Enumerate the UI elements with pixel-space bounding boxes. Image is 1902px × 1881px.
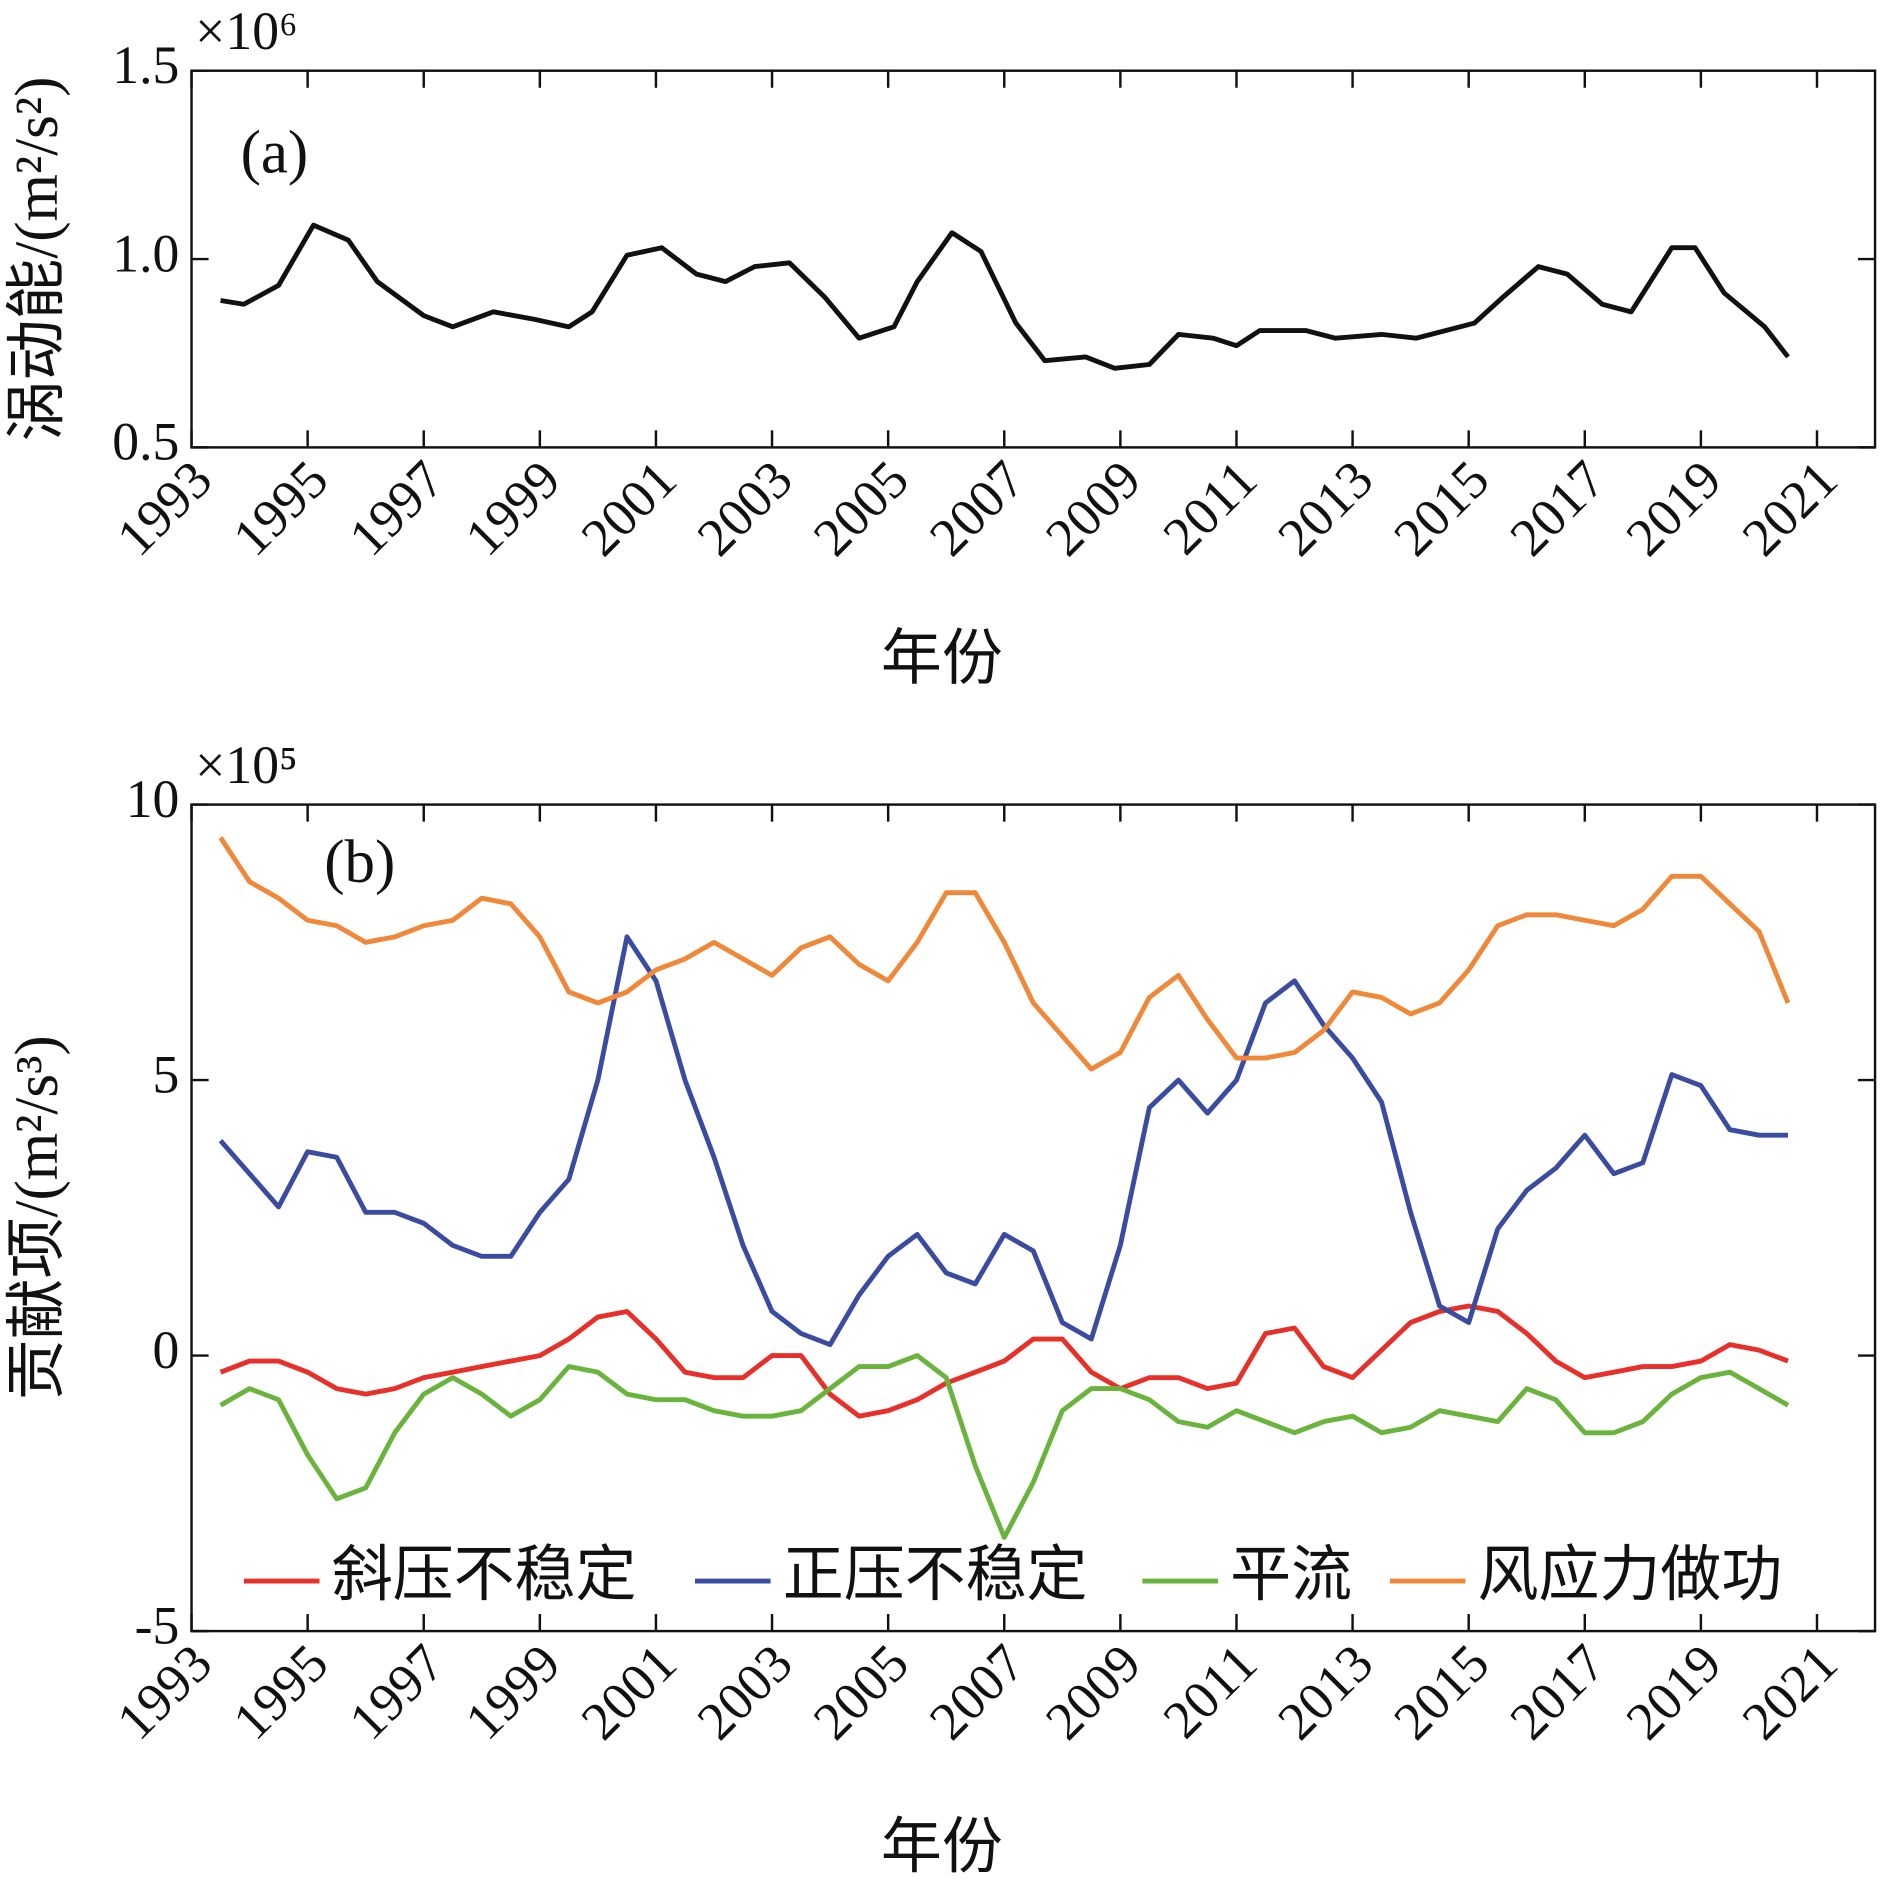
x-tick-label: 2019 — [1614, 449, 1732, 567]
series-line — [219, 1303, 1789, 1419]
x-tick-label: 2007 — [918, 449, 1036, 567]
x-tick-label: 2005 — [802, 1633, 920, 1751]
x-tick-label: 1993 — [105, 1633, 223, 1751]
x-tick-label: 2021 — [1731, 1633, 1849, 1751]
y-scale: ×10⁵ — [195, 735, 298, 795]
y-tick-label: 0.5 — [112, 412, 179, 472]
series-line — [218, 934, 1789, 1348]
x-tick-label: 1995 — [221, 1633, 339, 1751]
legend-label: 正压不稳定 — [783, 1542, 1088, 1609]
x-tick-label: 1997 — [337, 449, 455, 567]
x-tick-label: 2017 — [1498, 1633, 1616, 1751]
x-tick-label: 2003 — [686, 449, 804, 567]
x-tick-label: 2011 — [1151, 1633, 1268, 1750]
y-tick-label: 10 — [126, 769, 180, 829]
panel-label: (a) — [241, 119, 309, 186]
x-tick-label: 2013 — [1266, 449, 1384, 567]
x-tick-label: 2021 — [1731, 449, 1849, 567]
x-axis-label: 年份 — [881, 1814, 1003, 1881]
y-tick-label: 5 — [153, 1044, 180, 1104]
legend-label: 风应力做功 — [1478, 1542, 1783, 1609]
legend-label: 斜压不稳定 — [332, 1542, 637, 1609]
x-tick-label: 2015 — [1382, 1633, 1500, 1751]
x-axis-label: 年份 — [881, 625, 1003, 692]
x-tick-label: 2003 — [686, 1633, 804, 1751]
y-tick-label: 1.5 — [112, 35, 179, 95]
x-tick-label: 2015 — [1382, 449, 1500, 567]
x-tick-label: 2013 — [1266, 1633, 1384, 1751]
x-tick-label: 2019 — [1614, 1633, 1732, 1751]
y-axis-label: 贡献项/(m²/s³) — [4, 1035, 71, 1400]
y-axis-label: 涡动能/(m²/s²) — [4, 77, 71, 442]
y-tick-label: 1.0 — [112, 223, 179, 283]
y-tick-label: -5 — [135, 1595, 180, 1655]
x-tick-label: 2011 — [1151, 449, 1268, 566]
x-tick-label: 1995 — [221, 449, 339, 567]
x-tick-label: 2001 — [570, 449, 688, 567]
series-line — [218, 836, 1791, 1072]
plot-frame — [190, 803, 1877, 1633]
y-tick-label: 0 — [153, 1320, 180, 1380]
x-tick-label: 1999 — [453, 449, 571, 567]
series-line — [219, 1353, 1790, 1540]
series-line — [220, 222, 1790, 371]
x-tick-label: 2005 — [802, 449, 920, 567]
x-tick-label: 2009 — [1034, 1633, 1152, 1751]
panel-label: (b) — [324, 829, 395, 896]
x-tick-label: 2007 — [918, 1633, 1036, 1751]
x-tick-label: 2009 — [1034, 449, 1152, 567]
legend-label: 平流 — [1230, 1542, 1352, 1609]
x-tick-label: 2001 — [570, 1633, 688, 1751]
y-scale: ×10⁶ — [195, 1, 298, 61]
x-tick-label: 1997 — [337, 1633, 455, 1751]
plot-frame — [190, 69, 1877, 449]
x-tick-label: 1999 — [453, 1633, 571, 1751]
x-tick-label: 2017 — [1498, 449, 1616, 567]
